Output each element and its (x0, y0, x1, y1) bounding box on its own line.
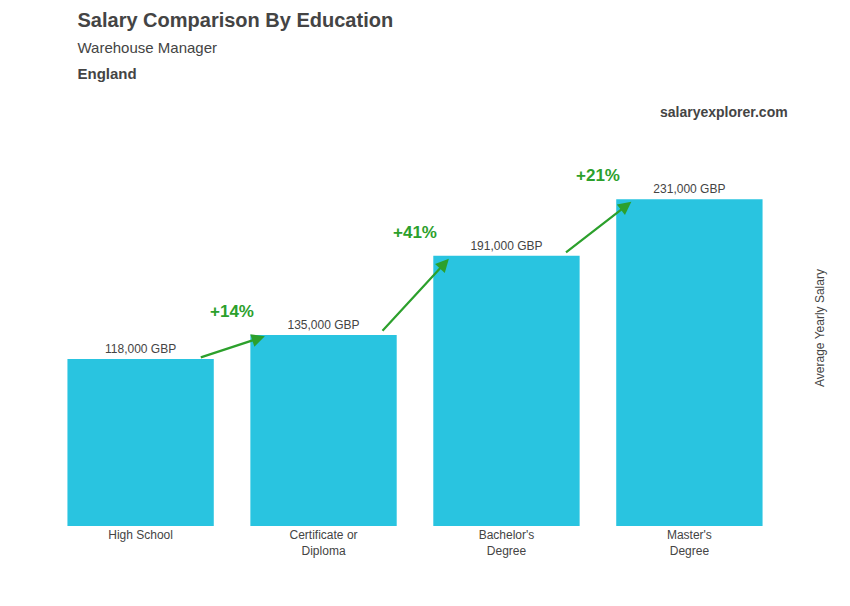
svg-text:+41%: +41% (393, 223, 437, 242)
svg-text:Certificate orDiploma: Certificate orDiploma (290, 528, 358, 558)
svg-text:118,000 GBP: 118,000 GBP (105, 342, 176, 356)
svg-text:Master'sDegree: Master'sDegree (667, 528, 712, 558)
svg-text:+21%: +21% (576, 166, 620, 185)
svg-text:salaryexplorer.com: salaryexplorer.com (660, 104, 788, 120)
svg-text:Bachelor'sDegree: Bachelor'sDegree (479, 528, 535, 558)
svg-text:Average Yearly Salary: Average Yearly Salary (813, 269, 827, 387)
svg-text:High School: High School (108, 528, 173, 542)
svg-text:231,000 GBP: 231,000 GBP (653, 182, 725, 196)
svg-text:+14%: +14% (210, 302, 254, 321)
svg-text:191,000 GBP: 191,000 GBP (470, 239, 542, 253)
svg-text:Salary Comparison By Education: Salary Comparison By EducationWarehouse … (78, 9, 394, 82)
svg-text:135,000 GBP: 135,000 GBP (288, 318, 360, 332)
